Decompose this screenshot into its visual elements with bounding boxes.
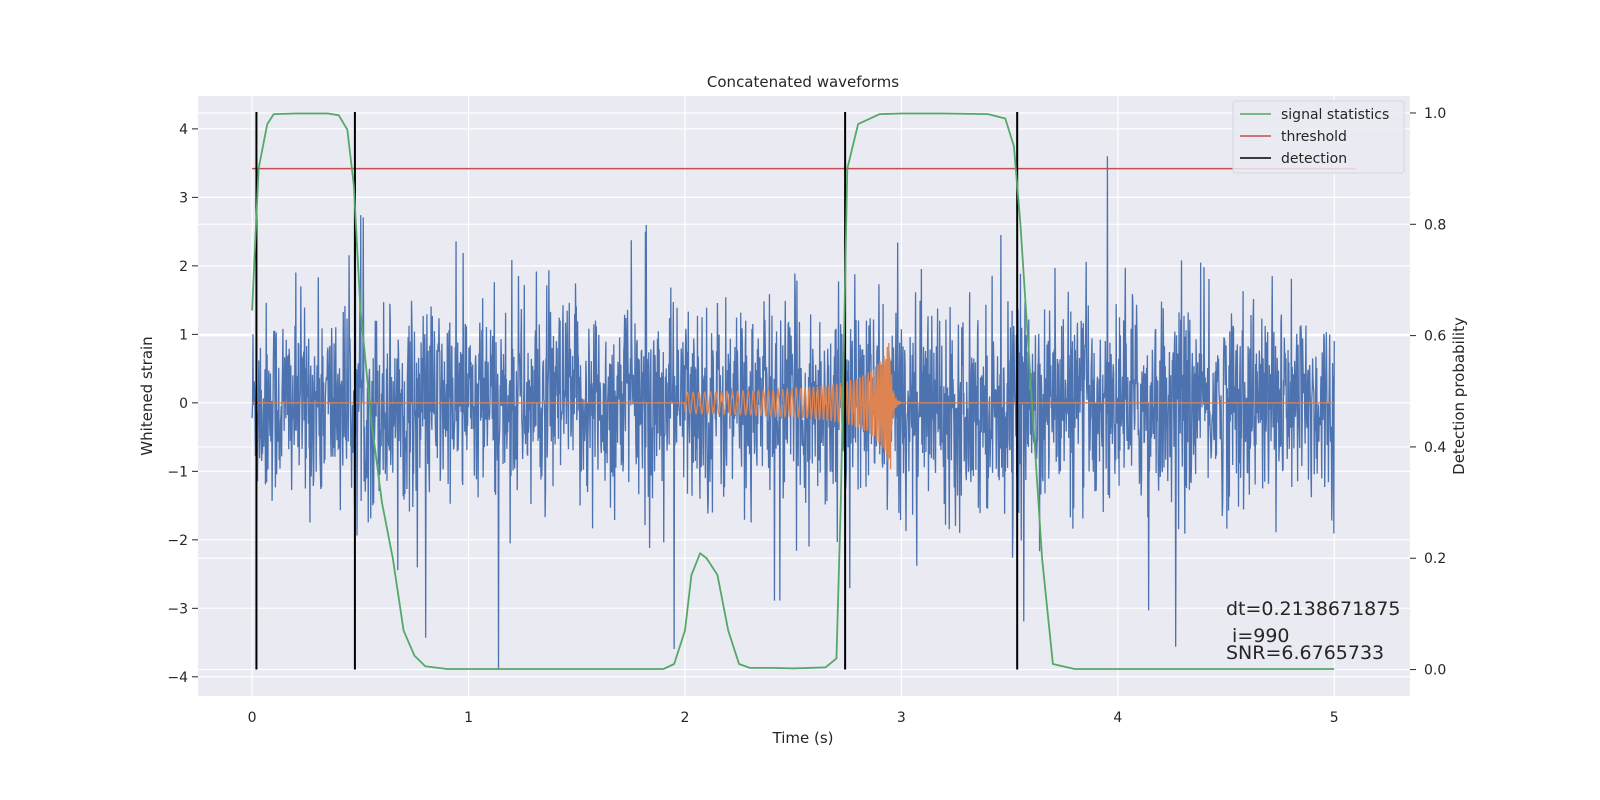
y2-tick-label: 0.2 (1424, 551, 1446, 567)
y-axis-ticks: 4 3 2 1 0 −1 −2 −3 −4 (167, 122, 198, 686)
y-tick-label: −2 (167, 533, 188, 549)
y-tick-label: 2 (179, 259, 188, 275)
x-tick-label: 3 (897, 710, 906, 726)
noise-series (251, 156, 1335, 670)
chart-title: Concatenated waveforms (707, 73, 899, 91)
waveform-series (252, 343, 1335, 470)
y2-axis-ticks: 1.0 0.8 0.6 0.4 0.2 0.0 (1410, 106, 1446, 679)
y2-tick-label: 0.0 (1424, 663, 1446, 679)
y-tick-label: 4 (179, 122, 188, 138)
x-tick-label: 0 (248, 710, 257, 726)
annotation-snr: SNR=6.6765733 (1226, 642, 1384, 664)
y-axis-label: Whitened strain (138, 336, 156, 455)
legend-label-threshold: threshold (1281, 129, 1347, 145)
y-tick-label: −4 (167, 670, 188, 686)
legend: signal statistics threshold detection (1232, 100, 1405, 174)
annotation-dt: dt=0.2138671875 (1226, 598, 1400, 620)
y2-tick-label: 0.8 (1424, 217, 1446, 233)
y2-tick-label: 1.0 (1424, 106, 1446, 122)
y2-tick-label: 0.4 (1424, 440, 1446, 456)
y-tick-label: 0 (179, 396, 188, 412)
noise-line (251, 156, 1335, 670)
x-tick-label: 1 (464, 710, 473, 726)
x-axis-label: Time (s) (772, 729, 834, 747)
x-tick-label: 2 (681, 710, 690, 726)
legend-label-detection: detection (1281, 151, 1347, 167)
legend-box (1232, 100, 1405, 174)
x-tick-label: 4 (1113, 710, 1122, 726)
signal-statistics-series (251, 112, 1335, 670)
legend-label-signal-statistics: signal statistics (1281, 107, 1389, 123)
signal-statistics-line (251, 112, 1335, 670)
y2-axis-label: Detection probability (1450, 317, 1468, 475)
y-tick-label: −3 (167, 601, 188, 617)
y-tick-label: 3 (179, 190, 188, 206)
waveform-line (252, 343, 1335, 470)
y-tick-label: 1 (179, 327, 188, 343)
annotation-index: i=990 (1226, 625, 1290, 647)
y2-tick-label: 0.6 (1424, 329, 1446, 345)
y-tick-label: −1 (167, 464, 188, 480)
x-axis-ticks: 0 1 2 3 4 5 (248, 710, 1339, 726)
x-tick-label: 5 (1330, 710, 1339, 726)
